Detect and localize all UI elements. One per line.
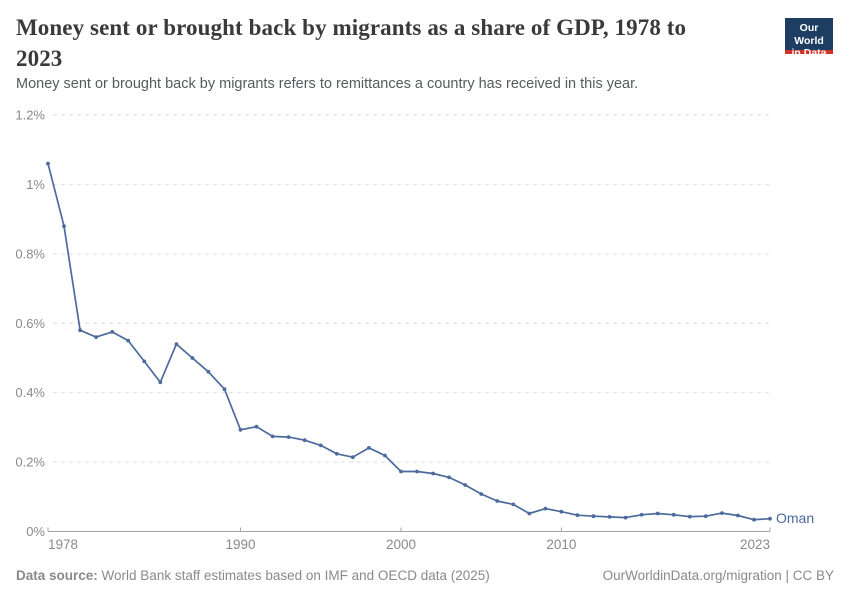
data-point-marker: [463, 483, 468, 487]
y-axis-tick-label: 1.2%: [15, 108, 45, 123]
x-axis-tick-label: 1978: [48, 537, 78, 552]
data-point-marker: [495, 499, 500, 503]
y-axis-tick-label: 0.4%: [15, 385, 45, 400]
data-point-marker: [768, 516, 772, 521]
data-point-marker: [350, 455, 355, 460]
data-source-label: Data source:: [16, 568, 98, 583]
data-point-marker: [511, 502, 516, 507]
series-label-oman[interactable]: Oman: [776, 510, 814, 526]
data-point-marker: [222, 387, 227, 392]
title-line-2: 2023: [16, 46, 63, 71]
data-point-marker: [479, 492, 484, 496]
data-point-marker: [318, 443, 323, 448]
y-axis-tick-label: 0%: [26, 524, 45, 539]
data-point-marker: [575, 513, 580, 518]
x-axis-tick-label: 2010: [546, 537, 576, 552]
data-point-marker: [62, 224, 66, 229]
data-point-marker: [527, 511, 532, 516]
owid-logo-text-line1: Our World: [794, 22, 824, 47]
data-point-marker: [126, 338, 131, 343]
chart-subtitle: Money sent or brought back by migrants r…: [16, 76, 639, 92]
title-line-1: Money sent or brought back by migrants a…: [16, 15, 687, 40]
owid-logo[interactable]: Our World in Data: [785, 18, 833, 59]
data-point-marker: [142, 359, 147, 364]
x-axis-tick-label: 1990: [226, 537, 256, 552]
data-point-marker: [206, 369, 211, 374]
data-point-marker: [110, 330, 115, 334]
data-point-marker: [655, 511, 660, 516]
data-point-marker: [752, 517, 756, 522]
data-point-marker: [687, 514, 692, 519]
x-axis-tick-label: 2023: [740, 537, 770, 552]
y-axis-tick-label: 1%: [26, 177, 45, 192]
data-point-marker: [607, 515, 612, 519]
y-axis-tick-label: 0.8%: [15, 246, 45, 261]
data-point-marker: [158, 380, 163, 385]
data-point-marker: [286, 435, 291, 439]
chart-footer: Data source: World Bank staff estimates …: [16, 568, 834, 583]
data-source-text: World Bank staff estimates based on IMF …: [101, 568, 490, 583]
data-point-marker: [415, 469, 419, 474]
data-point-marker: [383, 453, 387, 458]
data-point-marker: [302, 438, 307, 443]
x-axis-tick-label: 2000: [386, 537, 416, 552]
data-point-marker: [334, 451, 339, 456]
y-axis-tick-label: 0.2%: [15, 455, 45, 470]
data-point-marker: [720, 511, 724, 515]
data-point-marker: [270, 434, 275, 439]
data-point-marker: [94, 335, 98, 339]
data-point-marker: [736, 513, 740, 518]
data-point-marker: [447, 475, 451, 480]
data-point-marker: [591, 514, 596, 519]
data-point-marker: [46, 161, 50, 166]
data-point-marker: [559, 509, 564, 514]
owid-logo-text-line2: in Data: [791, 47, 827, 59]
data-point-marker: [543, 506, 548, 511]
data-source-note: Data source: World Bank staff estimates …: [16, 568, 490, 583]
data-point-marker: [367, 446, 371, 450]
data-point-marker: [238, 427, 243, 432]
data-point-marker: [639, 512, 644, 517]
data-point-marker: [399, 469, 403, 474]
data-point-marker: [671, 512, 676, 517]
data-point-marker: [174, 342, 179, 346]
data-point-marker: [254, 424, 259, 429]
page-title: Money sent or brought back by migrants a…: [16, 12, 761, 74]
data-point-marker: [190, 356, 195, 360]
data-point-marker: [431, 471, 435, 476]
credit-link[interactable]: OurWorldinData.org/migration | CC BY: [602, 568, 834, 583]
data-point-marker: [78, 328, 82, 333]
data-point-marker: [703, 514, 708, 519]
data-point-marker: [623, 515, 628, 520]
line-series-oman[interactable]: [47, 162, 771, 521]
y-axis-tick-label: 0.6%: [15, 316, 45, 331]
